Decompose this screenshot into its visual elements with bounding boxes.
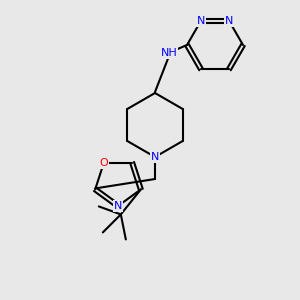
Text: N: N [151,152,159,162]
Text: N: N [114,201,122,211]
Text: O: O [100,158,108,168]
Text: NH: NH [160,48,177,58]
Text: N: N [197,16,205,26]
Text: N: N [225,16,233,26]
